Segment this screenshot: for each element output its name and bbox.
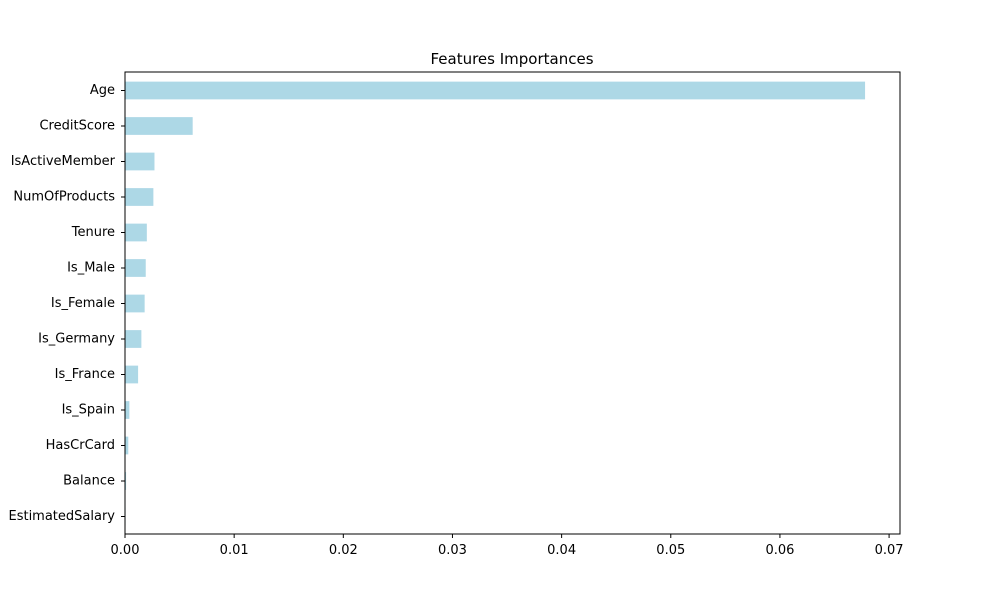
x-tick-label: 0.06	[765, 543, 794, 558]
bar-is-france	[125, 365, 139, 384]
chart-title: Features Importances	[430, 50, 593, 68]
plot-frame	[124, 71, 901, 535]
y-tick-label: Is_Male	[67, 261, 115, 276]
bar-tenure	[125, 223, 147, 242]
y-tick-label: Is_Female	[51, 296, 115, 311]
bar-is-germany	[125, 330, 142, 348]
y-tick-label: Tenure	[71, 225, 115, 240]
x-tick-label: 0.03	[438, 543, 467, 558]
bars-layer	[125, 81, 866, 526]
bar-isactivemember	[125, 152, 155, 171]
x-tick-label: 0.01	[220, 543, 249, 558]
bar-age	[125, 81, 866, 100]
x-tick-label: 0.00	[111, 543, 140, 558]
bar-is-female	[125, 294, 145, 313]
y-tick-label: Age	[90, 83, 115, 98]
x-tick-label: 0.04	[547, 543, 576, 558]
bar-numofproducts	[125, 188, 154, 206]
y-tick-label: Is_France	[55, 367, 115, 382]
x-tick-label: 0.05	[656, 543, 685, 558]
y-axis-ticks: Age CreditScore IsActiveMember NumOfProduct…	[8, 83, 125, 524]
x-axis-ticks: 0.00 0.01 0.02 0.03 0.04 0.05 0.06 0.07	[111, 534, 904, 558]
y-tick-label: CreditScore	[39, 119, 115, 134]
bar-is-spain	[125, 401, 130, 419]
bar-hascrcard	[125, 436, 129, 455]
x-tick-label: 0.07	[875, 543, 904, 558]
y-tick-label: Is_Germany	[38, 332, 115, 347]
y-tick-label: IsActiveMember	[11, 154, 116, 169]
x-tick-label: 0.02	[329, 543, 358, 558]
y-tick-label: EstimatedSalary	[8, 509, 115, 524]
y-tick-label: HasCrCard	[46, 438, 115, 453]
bar-creditscore	[125, 117, 193, 135]
y-tick-label: Balance	[63, 474, 115, 489]
y-tick-label: NumOfProducts	[13, 190, 115, 205]
y-tick-label: Is_Spain	[62, 403, 115, 418]
bar-is-male	[125, 259, 146, 277]
bar-balance	[125, 472, 127, 490]
